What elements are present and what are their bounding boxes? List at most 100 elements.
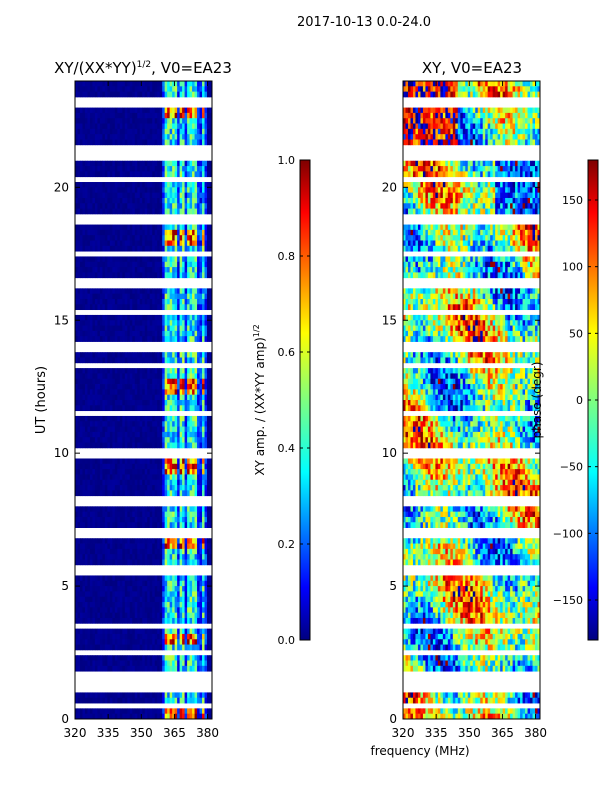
amplitude-heatmap-cell <box>112 91 116 98</box>
amplitude-heatmap-cell <box>189 442 193 449</box>
amplitude-heatmap-cell <box>87 160 91 167</box>
amplitude-heatmap-cell <box>164 596 168 603</box>
amplitude-heatmap-cell <box>75 182 78 188</box>
amplitude-heatmap-cell <box>167 644 171 651</box>
amplitude-heatmap-cell <box>75 708 78 715</box>
amplitude-heatmap-cell <box>107 543 111 550</box>
amplitude-heatmap-cell <box>189 314 193 321</box>
amplitude-heatmap-cell <box>164 580 168 587</box>
amplitude-heatmap-cell <box>149 591 153 598</box>
amplitude-heatmap-cell <box>87 314 91 321</box>
amplitude-heatmap-cell <box>144 469 148 475</box>
amplitude-heatmap-cell <box>209 107 212 114</box>
amplitude-heatmap-cell <box>177 421 181 427</box>
amplitude-heatmap-cell <box>124 538 128 544</box>
amplitude-heatmap-cell <box>112 415 116 422</box>
amplitude-heatmap-cell <box>92 421 96 427</box>
amplitude-heatmap-cell <box>99 139 103 146</box>
amplitude-heatmap-cell <box>199 288 203 295</box>
amplitude-heatmap-cell <box>152 426 156 433</box>
amplitude-heatmap-cell <box>187 293 190 300</box>
amplitude-heatmap-cell <box>112 229 116 236</box>
amplitude-heatmap-cell <box>209 580 212 587</box>
amplitude-heatmap-cell <box>97 336 101 342</box>
amplitude-heatmap-cell <box>172 490 176 497</box>
amplitude-heatmap-cell <box>75 522 78 528</box>
amplitude-heatmap-cell <box>207 559 210 566</box>
amplitude-heatmap-cell <box>84 166 88 172</box>
amplitude-heatmap-cell <box>159 224 163 231</box>
amplitude-heatmap-cell <box>209 389 212 396</box>
amplitude-heatmap-cell <box>89 421 93 427</box>
amplitude-heatmap-cell <box>132 245 136 252</box>
amplitude-heatmap-cell <box>75 208 78 215</box>
amplitude-heatmap-cell <box>159 330 163 337</box>
amplitude-heatmap-cell <box>139 203 143 209</box>
amplitude-heatmap-cell <box>137 384 141 390</box>
amplitude-heatmap-cell <box>204 235 208 241</box>
amplitude-heatmap-cell <box>99 187 103 194</box>
amplitude-heatmap-cell <box>177 384 181 390</box>
amplitude-heatmap-cell <box>147 431 151 438</box>
amplitude-heatmap-cell <box>169 602 173 608</box>
amplitude-heatmap-cell <box>199 330 203 337</box>
amplitude-heatmap-cell <box>109 708 113 715</box>
amplitude-heatmap-cell <box>184 293 188 300</box>
amplitude-heatmap-cell <box>187 336 190 342</box>
amplitude-heatmap-cell <box>109 426 113 433</box>
amplitude-heatmap-cell <box>202 543 205 550</box>
amplitude-heatmap-cell <box>187 192 190 199</box>
amplitude-heatmap-cell <box>89 633 93 640</box>
amplitude-heatmap-cell <box>182 394 185 401</box>
amplitude-heatmap-cell <box>207 229 210 236</box>
amplitude-heatmap-cell <box>152 421 156 427</box>
amplitude-heatmap-cell <box>84 192 88 199</box>
amplitude-heatmap-cell <box>107 384 111 390</box>
amplitude-heatmap-cell <box>182 575 185 582</box>
amplitude-heatmap-cell <box>84 580 88 587</box>
amplitude-heatmap-cell <box>149 660 153 667</box>
amplitude-heatmap-cell <box>102 522 106 528</box>
amplitude-heatmap-cell <box>109 415 113 422</box>
amplitude-heatmap-cell <box>119 575 123 582</box>
amplitude-heatmap-cell <box>102 81 106 87</box>
amplitude-heatmap-cell <box>112 469 116 475</box>
amplitude-heatmap-cell <box>82 134 86 140</box>
amplitude-heatmap-cell <box>132 586 136 592</box>
amplitude-heatmap-cell <box>94 575 98 582</box>
amplitude-heatmap-cell <box>92 352 96 358</box>
amplitude-heatmap-cell <box>164 713 168 719</box>
amplitude-heatmap-cell <box>147 437 151 443</box>
amplitude-heatmap-cell <box>172 378 176 385</box>
amplitude-heatmap-cell <box>204 612 208 619</box>
amplitude-heatmap-cell <box>92 325 96 332</box>
amplitude-heatmap-cell <box>159 633 163 640</box>
amplitude-heatmap-cell <box>109 431 113 438</box>
amplitude-heatmap-cell <box>79 325 83 332</box>
amplitude-heatmap-cell <box>82 586 86 592</box>
amplitude-heatmap-cell <box>112 352 116 358</box>
amplitude-heatmap-cell <box>89 357 93 364</box>
amplitude-heatmap-cell <box>184 516 188 523</box>
amplitude-heatmap-cell <box>132 559 136 566</box>
amplitude-heatmap-cell <box>202 607 205 614</box>
amplitude-heatmap-cell <box>167 617 171 624</box>
amplitude-heatmap-cell <box>147 442 151 449</box>
amplitude-heatmap-cell <box>159 405 163 412</box>
amplitude-heatmap-cell <box>107 208 111 215</box>
amplitude-heatmap-cell <box>89 400 93 406</box>
amplitude-heatmap-cell <box>179 261 183 268</box>
amplitude-heatmap-cell <box>94 617 98 624</box>
amplitude-heatmap-cell <box>184 384 188 390</box>
amplitude-colorbar-ticks: 0.00.20.40.60.81.0 <box>278 154 310 647</box>
amplitude-heatmap-cell <box>137 485 141 491</box>
amplitude-heatmap-cell <box>209 224 212 231</box>
amplitude-heatmap-cell <box>102 224 106 231</box>
amplitude-heatmap-cell <box>122 123 126 130</box>
amplitude-heatmap-cell <box>109 81 113 87</box>
amplitude-heatmap-cell <box>119 166 123 172</box>
amplitude-heatmap-cell <box>122 575 126 582</box>
amplitude-heatmap-cell <box>114 628 118 635</box>
amplitude-heatmap-cell <box>187 107 190 114</box>
amplitude-heatmap-cell <box>164 325 168 332</box>
